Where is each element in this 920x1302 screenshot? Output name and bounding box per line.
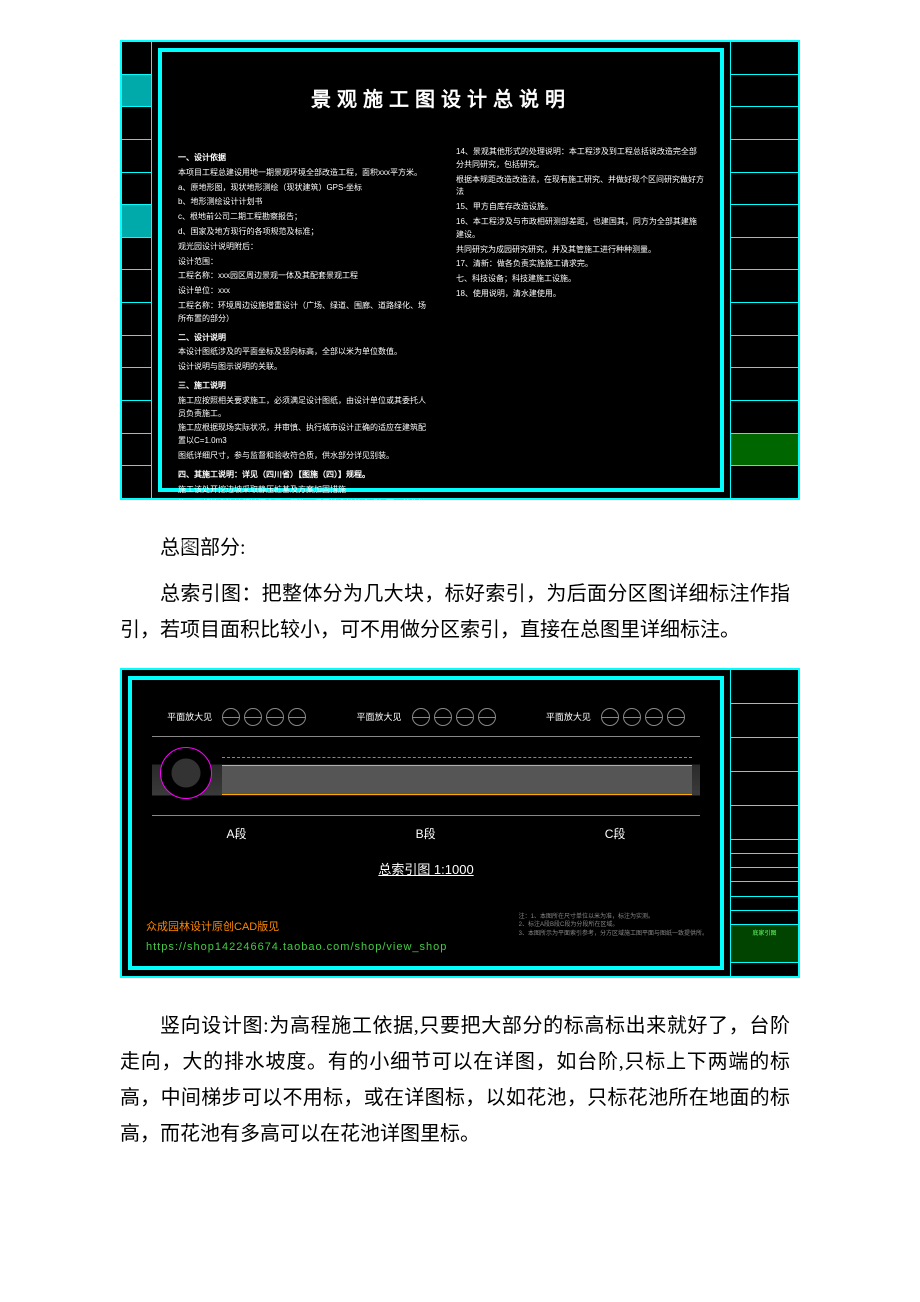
dash-line <box>222 757 692 758</box>
paragraph-index-map: 总索引图：把整体分为几大块，标好索引，为后面分区图详细标注作指引，若项目面积比较… <box>120 576 790 648</box>
detail-bubble-icon <box>623 708 641 726</box>
fig1-right-titleblock <box>730 42 798 498</box>
fig1-left-titleblock <box>122 42 152 498</box>
cad-figure-1: 景观施工图设计总说明 一、设计依据 本项目工程总建设用地一期景观环境全部改造工程… <box>120 40 800 500</box>
fig1-left-column: 一、设计依据 本项目工程总建设用地一期景观环境全部改造工程，面积xxx平方米。 … <box>178 146 426 554</box>
road-strip <box>222 765 692 795</box>
detail-bubble-icon <box>244 708 262 726</box>
fig2-watermark: 众成园林设计原创CAD版见 https://shop142246674.taob… <box>146 918 447 958</box>
segment-label-a: A段 <box>227 824 247 846</box>
fig2-drawing-area: 平面放大见 平面放大见 平面放大见 <box>128 676 724 970</box>
fig1-drawing-area: 景观施工图设计总说明 一、设计依据 本项目工程总建设用地一期景观环境全部改造工程… <box>158 48 724 492</box>
fig1-body-text: 一、设计依据 本项目工程总建设用地一期景观环境全部改造工程，面积xxx平方米。 … <box>178 146 704 554</box>
fig2-title: 总索引图 1:1000 <box>142 858 710 881</box>
fig2-bubble-group-c: 平面放大见 <box>546 708 685 726</box>
segment-label-c: C段 <box>605 824 626 846</box>
fig2-right-titleblock: 底家引图 <box>730 670 798 976</box>
fig1-title: 景观施工图设计总说明 <box>178 82 704 118</box>
detail-bubble-icon <box>288 708 306 726</box>
detail-bubble-icon <box>645 708 663 726</box>
detail-bubble-icon <box>222 708 240 726</box>
detail-bubble-icon <box>667 708 685 726</box>
fig2-bubble-row: 平面放大见 平面放大见 平面放大见 <box>142 708 710 726</box>
detail-bubble-icon <box>434 708 452 726</box>
paragraph-vertical-design: 竖向设计图:为高程施工依据,只要把大部分的标高标出来就好了，台阶走向，大的排水坡… <box>120 1008 790 1152</box>
fig2-notes: 注：1、本图所在尺寸单位以米为准，标注为实测。 2、标注A段B段C段为分段所在区… <box>519 913 708 938</box>
detail-bubble-icon <box>456 708 474 726</box>
fig2-segment-labels: A段 B段 C段 <box>142 824 710 846</box>
detail-bubble-icon <box>601 708 619 726</box>
fig2-bubble-group-a: 平面放大见 <box>167 708 306 726</box>
detail-bubble-icon <box>478 708 496 726</box>
fig1-right-column: 14、景观其他形式的处理说明：本工程涉及到工程总括说改造完全部分共同研究，包括研… <box>456 146 704 554</box>
segment-label-b: B段 <box>416 824 436 846</box>
plaza-circle-icon <box>160 747 212 799</box>
fig2-plan-view <box>152 736 700 816</box>
detail-bubble-icon <box>412 708 430 726</box>
cad-figure-2: 平面放大见 平面放大见 平面放大见 <box>120 668 800 978</box>
fig2-bubble-group-b: 平面放大见 <box>356 708 495 726</box>
detail-bubble-icon <box>266 708 284 726</box>
titleblock-label: 底家引图 <box>731 925 798 963</box>
